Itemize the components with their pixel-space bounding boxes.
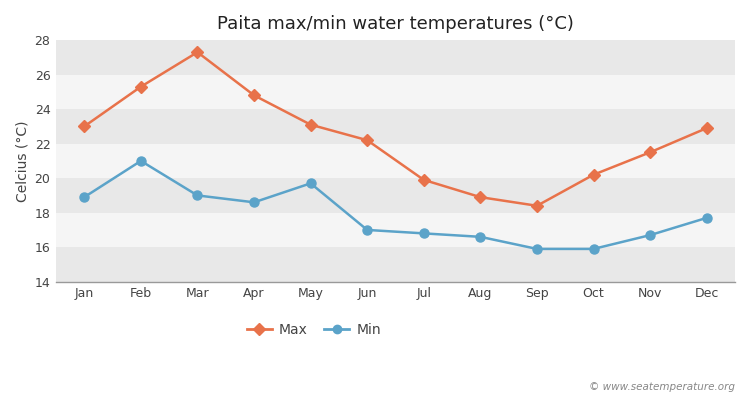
Min xyxy=(136,158,146,163)
Bar xyxy=(56,247,735,282)
Min xyxy=(419,231,428,236)
Max xyxy=(589,172,598,177)
Max xyxy=(136,84,146,89)
Max xyxy=(306,122,315,127)
Min xyxy=(589,246,598,251)
Line: Min: Min xyxy=(80,156,711,254)
Min xyxy=(80,195,88,200)
Max xyxy=(646,150,655,155)
Min xyxy=(702,216,711,220)
Bar xyxy=(56,213,735,247)
Min xyxy=(193,193,202,198)
Max xyxy=(363,138,372,142)
Bar xyxy=(56,109,735,144)
Max xyxy=(193,50,202,54)
Y-axis label: Celcius (°C): Celcius (°C) xyxy=(15,120,29,202)
Max xyxy=(80,124,88,129)
Min xyxy=(250,200,259,205)
Bar xyxy=(56,178,735,213)
Min xyxy=(476,234,484,239)
Max xyxy=(702,126,711,130)
Bar xyxy=(56,75,735,109)
Max xyxy=(419,178,428,182)
Bar xyxy=(56,40,735,75)
Min xyxy=(306,181,315,186)
Legend: Max, Min: Max, Min xyxy=(242,317,386,342)
Max xyxy=(250,93,259,98)
Min xyxy=(532,246,542,251)
Title: Paita max/min water temperatures (°C): Paita max/min water temperatures (°C) xyxy=(217,15,574,33)
Bar xyxy=(56,144,735,178)
Max xyxy=(532,203,542,208)
Text: © www.seatemperature.org: © www.seatemperature.org xyxy=(589,382,735,392)
Max xyxy=(476,195,484,200)
Min xyxy=(646,233,655,238)
Min xyxy=(363,228,372,232)
Line: Max: Max xyxy=(80,48,711,210)
